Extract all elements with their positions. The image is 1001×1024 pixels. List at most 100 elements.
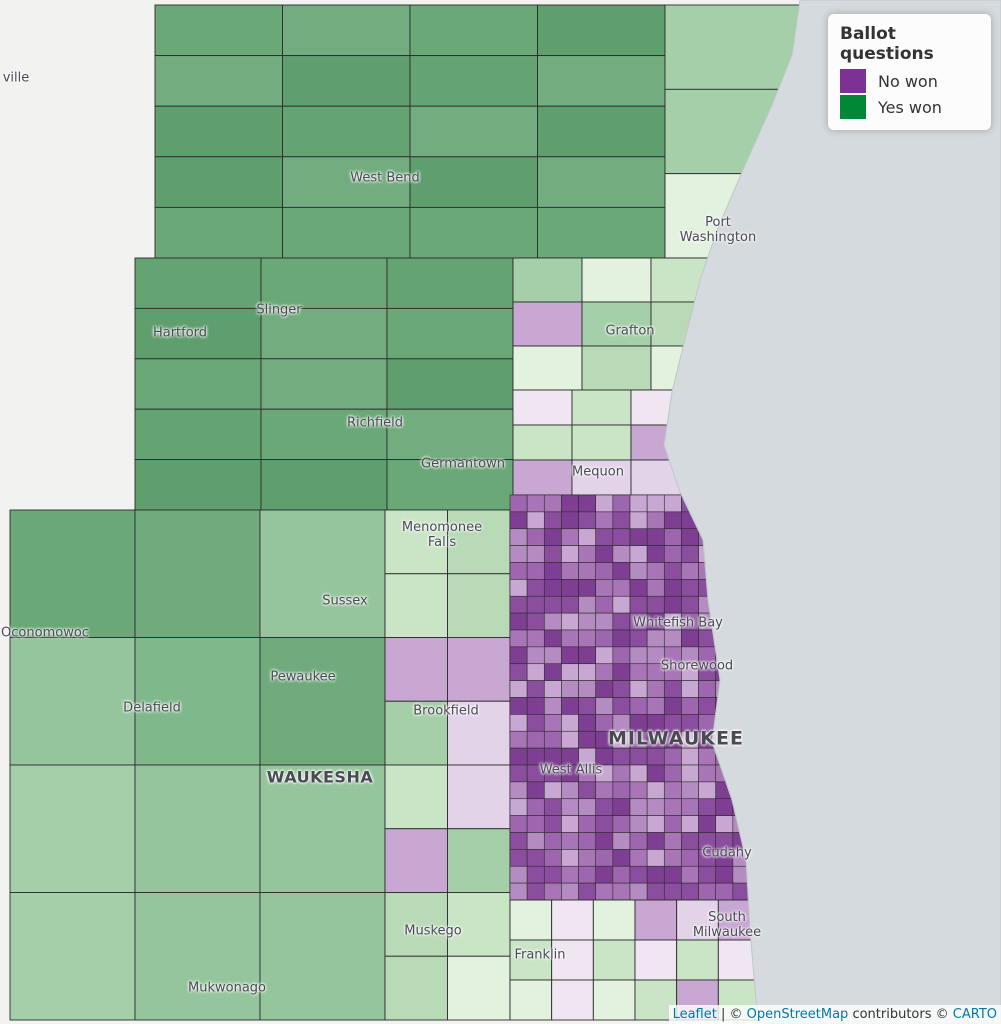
precinct <box>561 882 579 901</box>
precinct <box>260 459 388 511</box>
precinct <box>578 697 597 715</box>
legend-title: Ballot questions <box>840 24 934 64</box>
precinct <box>543 663 562 681</box>
precinct <box>663 865 682 884</box>
place-label: Sussex <box>322 593 368 609</box>
precinct <box>681 545 699 563</box>
precinct <box>629 747 648 766</box>
precinct <box>595 849 614 867</box>
precinct <box>663 528 682 546</box>
precinct <box>134 459 262 511</box>
place-label: Pewaukee <box>270 669 336 685</box>
precinct <box>595 494 614 513</box>
precinct <box>9 637 136 766</box>
precinct <box>543 730 562 749</box>
precinct <box>9 892 136 1021</box>
precinct <box>646 882 665 901</box>
precinct <box>509 663 528 681</box>
precinct <box>512 389 573 426</box>
legend-item: No won <box>840 68 979 94</box>
precinct <box>578 663 597 681</box>
precinct <box>561 663 579 681</box>
precinct <box>526 730 545 749</box>
precinct <box>543 815 562 833</box>
precinct <box>646 697 665 715</box>
precinct <box>595 663 614 681</box>
precinct <box>384 573 448 638</box>
precinct <box>259 892 386 1021</box>
precinct <box>698 764 717 783</box>
precinct <box>578 528 597 546</box>
precinct <box>612 545 631 563</box>
place-label: Richfield <box>346 415 404 431</box>
precinct <box>612 849 631 867</box>
precinct <box>595 781 614 800</box>
precinct <box>526 494 545 513</box>
precinct <box>698 680 717 698</box>
precinct <box>509 730 528 749</box>
precinct <box>447 509 511 575</box>
precinct <box>629 545 648 563</box>
precinct <box>681 595 699 614</box>
precinct <box>681 832 699 850</box>
precinct <box>409 206 538 259</box>
precinct <box>561 646 579 665</box>
precinct <box>282 4 411 57</box>
precinct <box>629 798 648 816</box>
precinct <box>681 849 699 867</box>
precinct <box>595 545 614 563</box>
precinct <box>543 832 562 850</box>
precinct <box>612 680 631 698</box>
place-label: Mequon <box>572 464 624 480</box>
precinct <box>578 714 597 732</box>
precinct <box>578 798 597 816</box>
precinct <box>595 579 614 597</box>
precinct <box>384 637 448 702</box>
carto-link[interactable]: CARTO <box>952 1007 997 1022</box>
precinct <box>509 579 528 597</box>
precinct <box>592 939 636 981</box>
precinct <box>681 579 699 597</box>
precinct <box>260 358 388 410</box>
precinct <box>612 663 631 681</box>
leaflet-link[interactable]: Leaflet <box>672 1007 717 1022</box>
precinct <box>561 595 579 614</box>
precinct <box>259 509 386 638</box>
precinct <box>646 494 665 513</box>
precinct <box>154 206 283 259</box>
precinct <box>134 637 261 766</box>
precinct <box>509 781 528 800</box>
precinct <box>681 798 699 816</box>
precinct <box>646 798 665 816</box>
precinct <box>509 629 528 648</box>
precinct <box>612 882 631 901</box>
precinct <box>543 646 562 665</box>
precinct <box>629 646 648 665</box>
precinct <box>134 408 262 461</box>
precinct <box>578 562 597 580</box>
precinct <box>509 979 553 1021</box>
precinct <box>715 882 734 901</box>
precinct <box>282 156 411 208</box>
precinct <box>681 528 699 546</box>
precinct <box>578 494 597 513</box>
precinct <box>561 511 579 530</box>
legend-swatch <box>840 69 866 93</box>
precinct <box>509 882 528 901</box>
precinct <box>409 105 538 158</box>
precinct <box>629 528 648 546</box>
precinct <box>612 832 631 850</box>
precinct <box>537 206 666 259</box>
precinct <box>646 562 665 580</box>
precinct <box>561 714 579 732</box>
precinct <box>134 892 261 1021</box>
precinct <box>663 494 682 513</box>
precinct <box>561 865 579 884</box>
precinct <box>646 747 665 766</box>
precinct <box>561 781 579 800</box>
precinct <box>578 595 597 614</box>
osm-link[interactable]: OpenStreetMap <box>746 1007 849 1022</box>
precinct <box>543 798 562 816</box>
precinct <box>629 562 648 580</box>
